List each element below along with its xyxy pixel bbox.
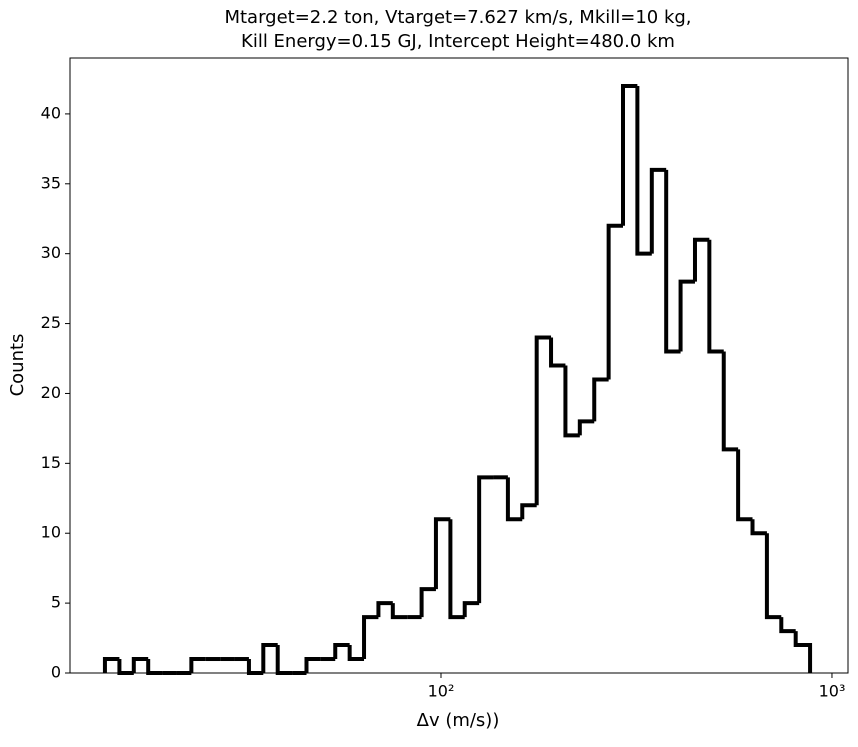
- y-axis-label: Counts: [7, 334, 28, 397]
- histogram-step: [505, 477, 523, 522]
- histogram-step: [549, 337, 566, 368]
- histogram-step: [764, 533, 782, 620]
- histogram-step: [621, 83, 638, 226]
- histogram-step: [520, 503, 537, 520]
- x-tick-label: 10³: [819, 682, 846, 701]
- histogram-step: [678, 279, 695, 352]
- histogram-step: [376, 601, 393, 618]
- histogram-step: [246, 659, 264, 675]
- x-axis-label: Δv (m/s)): [417, 710, 500, 731]
- histogram-step: [448, 519, 465, 620]
- histogram-step: [563, 365, 580, 438]
- y-tick-label: 30: [41, 243, 61, 262]
- histogram-step: [362, 615, 379, 660]
- y-tick-label: 5: [51, 593, 61, 612]
- histogram-step: [779, 617, 796, 634]
- histogram-step: [333, 643, 350, 660]
- y-tick-label: 15: [41, 453, 61, 472]
- plot-frame: [69, 57, 849, 674]
- histogram-step: [477, 475, 494, 604]
- histogram-step: [736, 449, 753, 522]
- histogram-step: [146, 659, 163, 675]
- histogram-step: [707, 239, 724, 354]
- histogram-step: [275, 645, 293, 675]
- y-tick-label: 20: [41, 383, 61, 402]
- histogram-step: [635, 85, 652, 256]
- histogram-step: [419, 587, 436, 618]
- histogram-step: [462, 601, 480, 618]
- histogram-step: [577, 419, 595, 436]
- y-tick-label: 35: [41, 173, 61, 192]
- x-tick-label: 10²: [428, 682, 455, 701]
- histogram-step: [649, 167, 667, 254]
- histogram-step: [721, 351, 739, 452]
- y-tick-label: 0: [51, 663, 61, 682]
- histogram-step: [304, 657, 321, 673]
- histogram-step: [189, 657, 206, 673]
- histogram-step: [347, 645, 365, 662]
- histogram-step: [433, 517, 451, 590]
- histogram-step: [390, 603, 408, 620]
- histogram-step: [750, 519, 767, 536]
- histogram-step: [692, 237, 710, 282]
- chart-title: Mtarget=2.2 ton, Vtarget=7.627 km/s, Mki…: [224, 7, 691, 28]
- histogram-step: [131, 657, 149, 673]
- histogram-step: [102, 657, 120, 673]
- y-tick-label: 25: [41, 313, 61, 332]
- histogram-step: [534, 335, 552, 506]
- histogram-step: [793, 631, 813, 673]
- histogram-step: [117, 659, 134, 675]
- chart-title: Kill Energy=0.15 GJ, Intercept Height=48…: [241, 31, 675, 52]
- histogram-step: [606, 223, 624, 380]
- y-tick-label: 40: [41, 103, 61, 122]
- histogram-step: [592, 377, 609, 422]
- histogram-step: [261, 643, 278, 673]
- histogram-step: [664, 169, 681, 354]
- y-tick-label: 10: [41, 523, 61, 542]
